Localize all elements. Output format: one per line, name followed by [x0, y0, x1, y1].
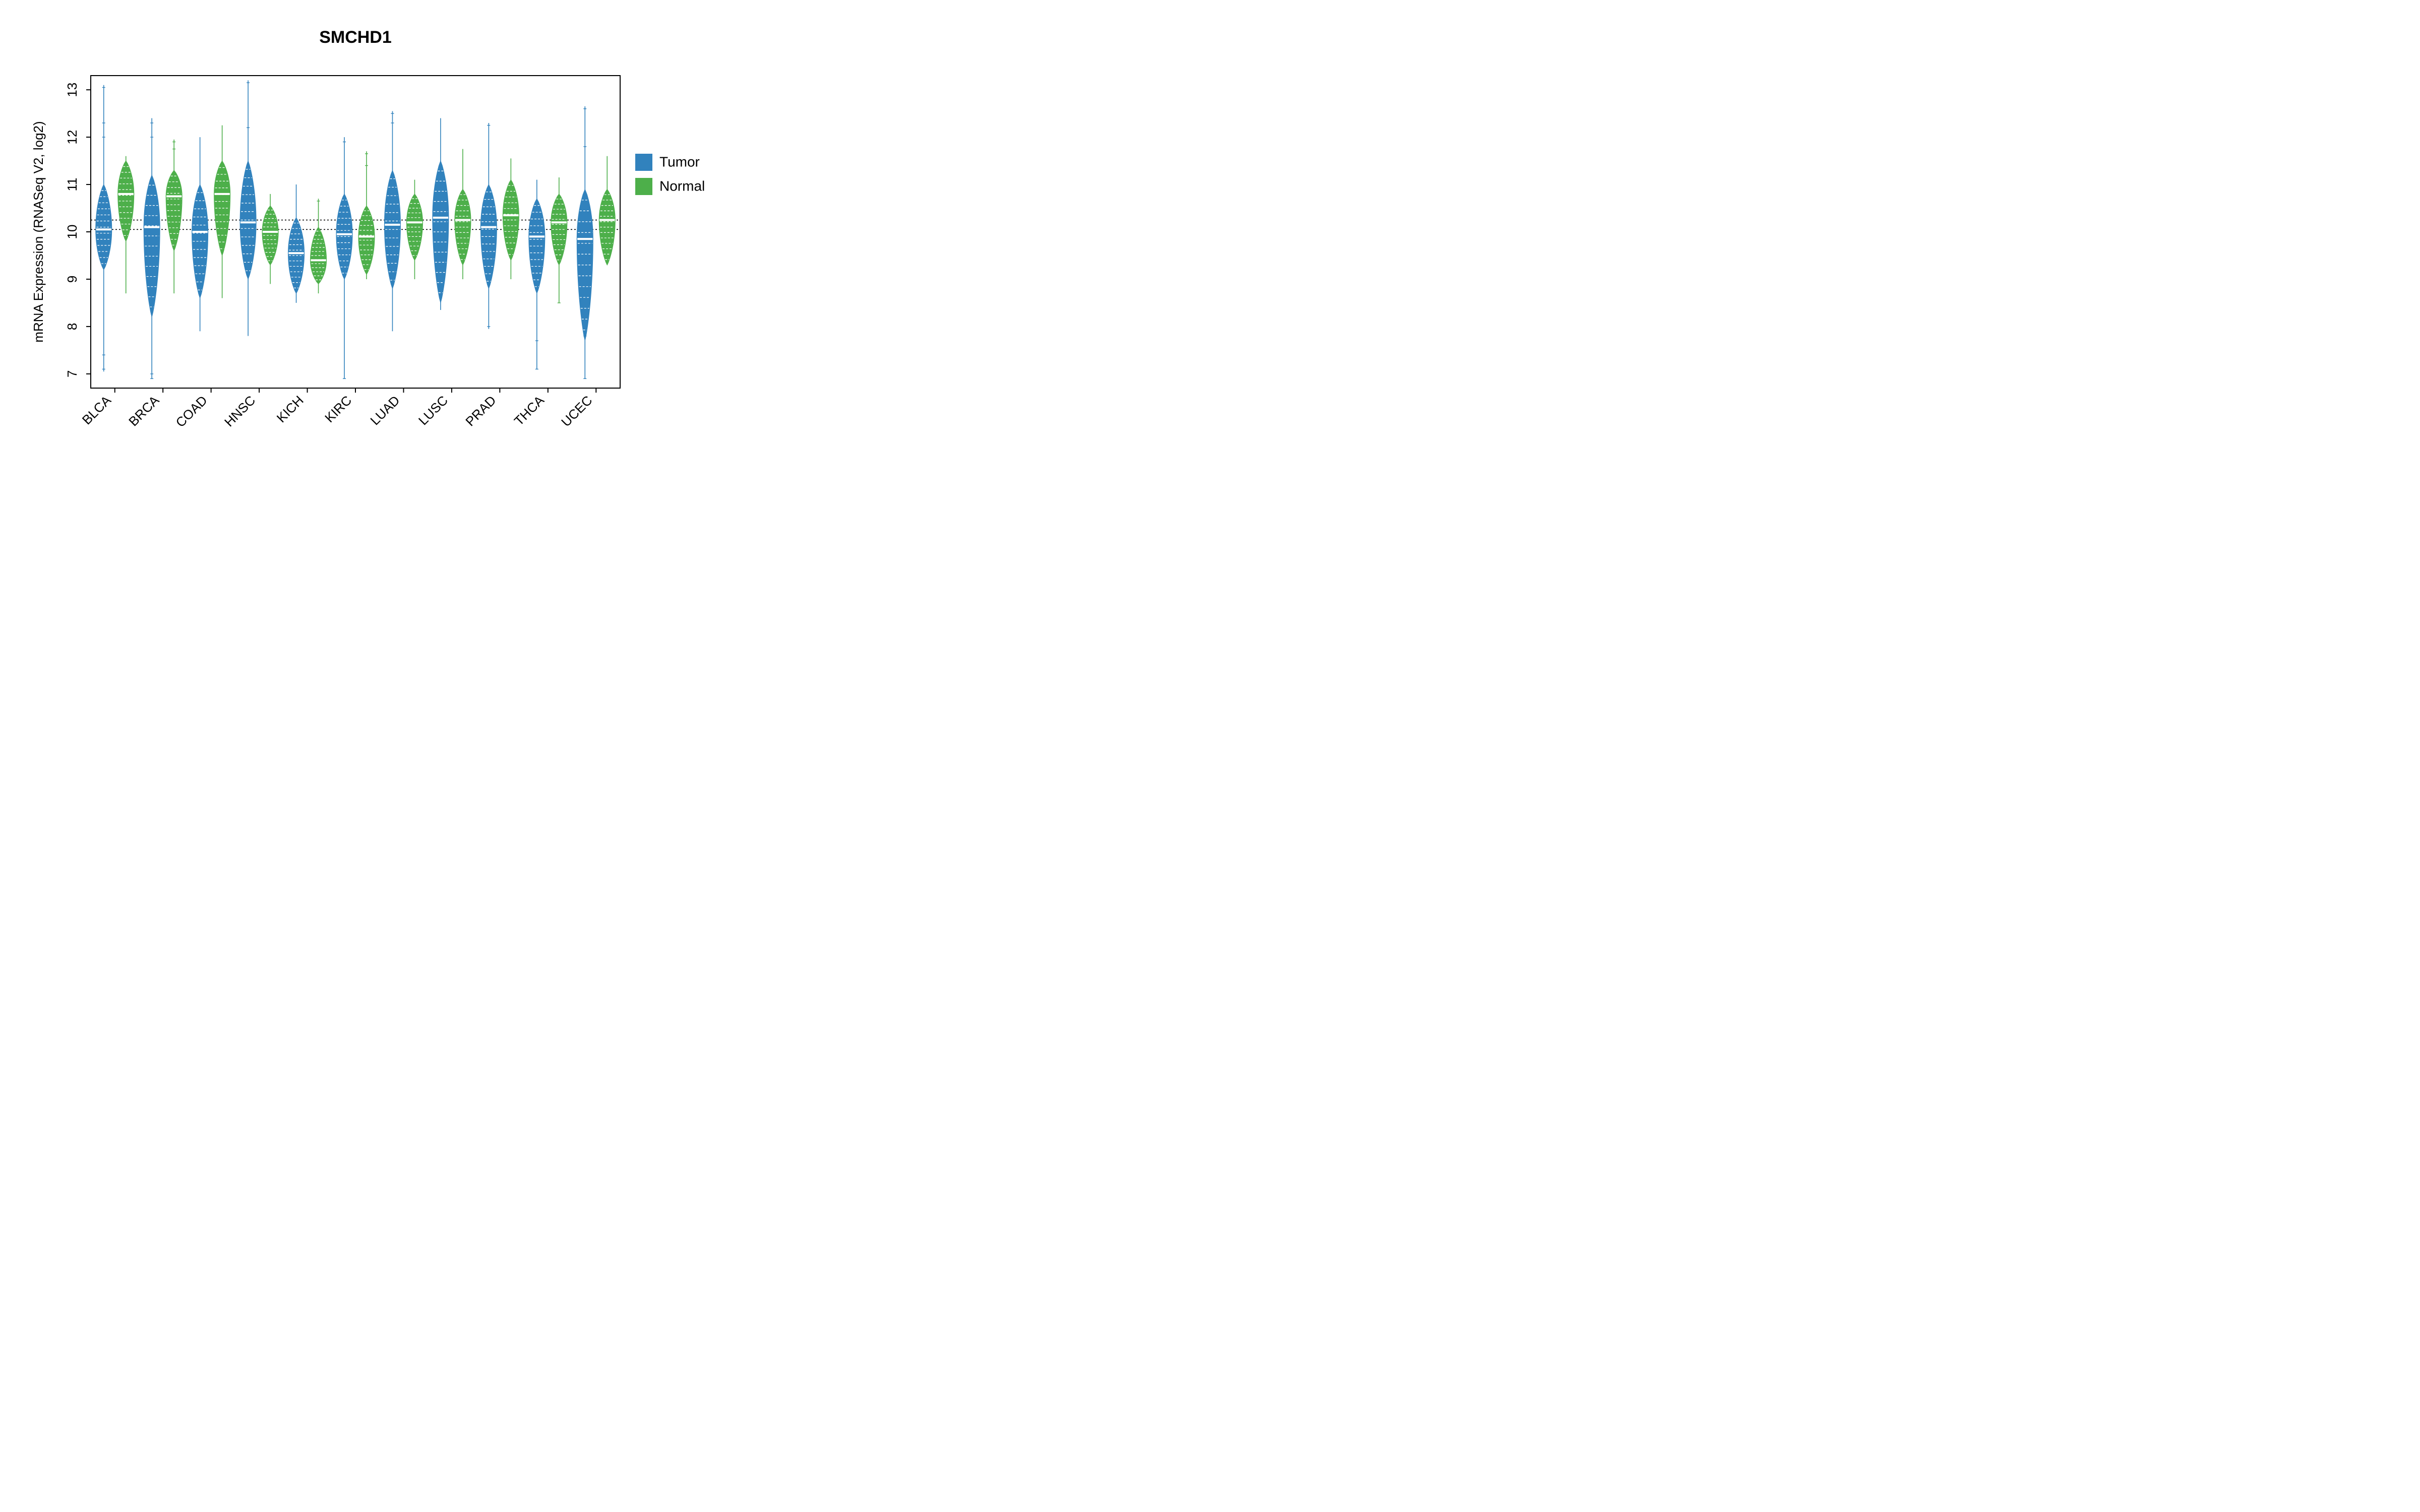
chart-title: SMCHD1	[319, 28, 392, 47]
x-tick-label: LUAD	[367, 393, 402, 428]
x-tick-label: KICH	[274, 393, 307, 425]
x-tick-label: COAD	[173, 393, 210, 430]
x-tick-label: HNSC	[221, 393, 258, 429]
x-tick-label: BRCA	[126, 393, 162, 429]
x-tick-label: PRAD	[462, 393, 499, 429]
y-tick-label: 9	[65, 276, 80, 283]
y-tick-label: 13	[65, 83, 80, 97]
violin-chart: SMCHD1 7 8 9 10 11 12 13 mRNA Expression (RNASeq…	[20, 10, 766, 514]
y-axis-label: mRNA Expression (RNASeq V2, log2)	[31, 121, 46, 342]
x-tick-label: THCA	[511, 393, 548, 429]
x-tick-label: LUSC	[415, 393, 451, 428]
chart-root: SMCHD1 7 8 9 10 11 12 13 mRNA Expression (RNASeq…	[20, 10, 766, 517]
y-tick-label: 12	[65, 130, 80, 145]
x-tick-label: BLCA	[79, 393, 114, 428]
legend-label: Tumor	[659, 154, 700, 170]
y-tick-label: 7	[65, 370, 80, 377]
legend-label: Normal	[659, 178, 705, 194]
y-tick-label: 10	[65, 225, 80, 239]
y-tick-label: 11	[65, 178, 80, 192]
legend-swatch	[635, 178, 652, 195]
legend-swatch	[635, 154, 652, 171]
x-tick-label: KIRC	[322, 393, 354, 425]
x-tick-label: UCEC	[558, 393, 595, 429]
y-tick-label: 8	[65, 323, 80, 330]
